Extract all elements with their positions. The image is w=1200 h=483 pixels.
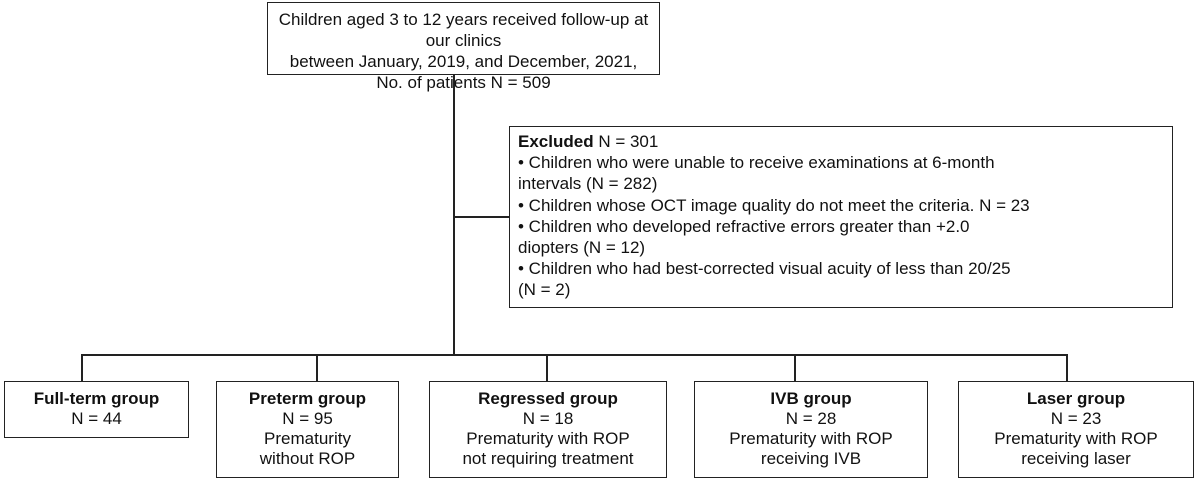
group-title: Preterm group <box>248 389 367 408</box>
group-desc-line-1: Prematurity <box>264 429 351 448</box>
group-box-preterm: Preterm group N = 95 Prematurity without… <box>216 381 399 478</box>
group-box-regressed: Regressed group N = 18 Prematurity with … <box>429 381 667 478</box>
drop-line-full-term <box>81 354 83 381</box>
group-box-laser: Laser group N = 23 Prematurity with ROP … <box>958 381 1194 478</box>
group-desc-line-1: Prematurity with ROP <box>729 429 893 448</box>
group-desc-line-1: Prematurity with ROP <box>466 429 630 448</box>
excluded-item-4-line-1: • Children who had best-corrected visual… <box>518 259 1011 279</box>
group-desc-line-2: not requiring treatment <box>462 449 634 468</box>
excluded-box: Excluded N = 301 • Children who were una… <box>509 126 1173 308</box>
group-box-ivb: IVB group N = 28 Prematurity with ROP re… <box>694 381 928 478</box>
drop-line-ivb <box>794 354 796 381</box>
excluded-item-3-line-1: • Children who developed refractive erro… <box>518 216 970 236</box>
excluded-item-1-line-1: • Children who were unable to receive ex… <box>518 153 995 173</box>
excluded-item-3-line-2: diopters (N = 12) <box>518 238 646 258</box>
drop-line-regressed <box>546 354 548 381</box>
trunk-line <box>453 75 455 355</box>
group-count: N = 95 <box>282 409 333 428</box>
excluded-header: Excluded N = 301 <box>518 131 1164 152</box>
group-count: N = 18 <box>522 409 574 428</box>
enrollment-line-3: No. of patients N = 509 <box>376 73 551 92</box>
enrollment-line-1: Children aged 3 to 12 years received fol… <box>278 10 649 50</box>
group-title: Full-term group <box>33 389 160 408</box>
excluded-title: Excluded <box>518 132 594 151</box>
group-title: Regressed group <box>478 389 618 408</box>
groups-horizontal-line <box>81 354 1068 356</box>
group-desc-line-1: Prematurity with ROP <box>994 429 1158 448</box>
group-desc-line-2: receiving laser <box>1021 449 1131 468</box>
excluded-item-4-line-2: (N = 2) <box>518 280 571 300</box>
group-count: N = 28 <box>785 409 837 428</box>
group-desc-line-2: receiving IVB <box>760 449 862 468</box>
group-count: N = 23 <box>1050 409 1102 428</box>
enrollment-box: Children aged 3 to 12 years received fol… <box>267 2 660 92</box>
group-title: Laser group <box>1026 389 1126 408</box>
drop-line-laser <box>1066 354 1068 381</box>
enrollment-line-2: between January, 2019, and December, 202… <box>289 52 638 71</box>
group-title: IVB group <box>770 389 852 408</box>
excluded-item-1-line-2: intervals (N = 282) <box>518 174 658 194</box>
excluded-item-2-line-1: • Children whose OCT image quality do no… <box>518 195 1030 215</box>
group-count: N = 44 <box>71 409 122 428</box>
group-desc-line-2: without ROP <box>259 449 356 468</box>
drop-line-preterm <box>316 354 318 381</box>
excluded-branch-line <box>453 216 509 218</box>
group-box-full-term: Full-term group N = 44 <box>4 381 189 438</box>
excluded-count: N = 301 <box>593 132 659 151</box>
